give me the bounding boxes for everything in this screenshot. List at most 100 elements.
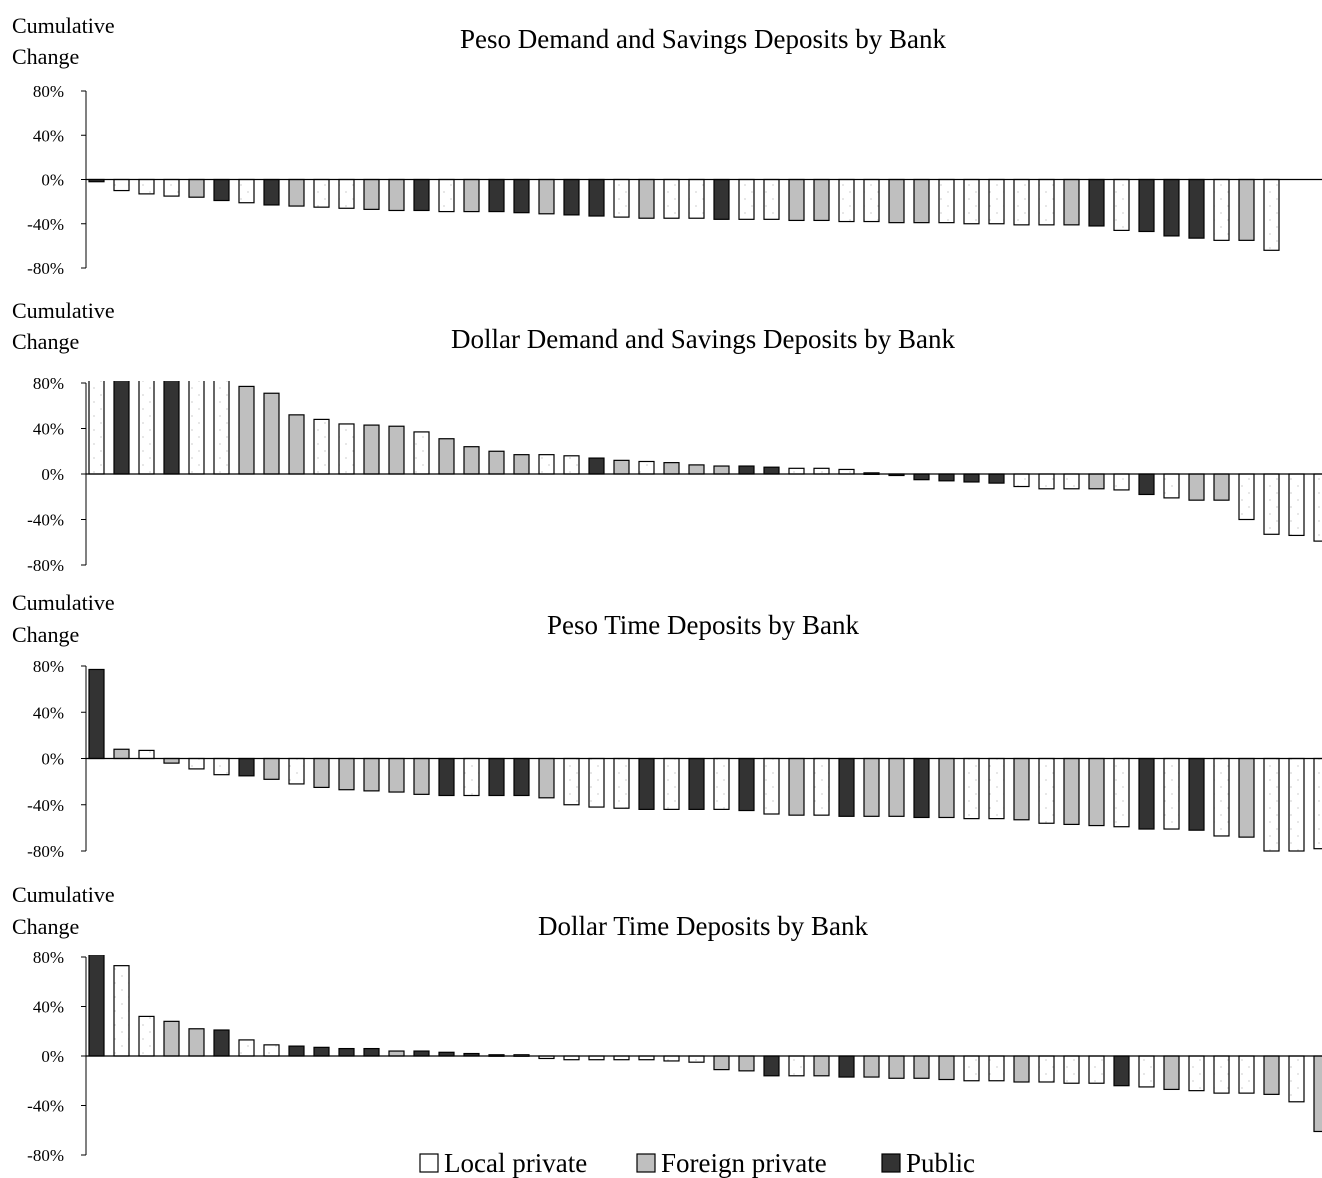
y-tick-label: -40%: [27, 796, 64, 815]
bar-local-private: [538, 454, 555, 475]
bar-public: [338, 1047, 355, 1057]
chart-title: Peso Time Deposits by Bank: [547, 610, 860, 640]
bar-local-private: [213, 381, 230, 475]
y-tick-label: -80%: [27, 1146, 64, 1165]
bar-local-private: [1113, 757, 1130, 828]
bar-foreign-private: [938, 1055, 955, 1081]
bar-local-private: [238, 1039, 255, 1057]
bar-local-private: [138, 1015, 155, 1057]
bar-foreign-private: [1313, 1055, 1322, 1133]
bar-public: [1088, 178, 1105, 227]
bar-foreign-private: [463, 446, 480, 475]
y-axis-label-line2: Change: [12, 329, 79, 354]
y-axis-label-line2: Change: [12, 622, 79, 647]
y-tick-label: 40%: [33, 703, 64, 722]
bar-public: [163, 381, 180, 475]
bar-foreign-private: [388, 757, 405, 793]
bar-foreign-private: [113, 748, 130, 760]
legend-item-foreign-private: Foreign private: [636, 1148, 827, 1178]
y-tick-label: 0%: [41, 750, 64, 769]
bar-foreign-private: [363, 757, 380, 792]
bar-public: [913, 473, 930, 481]
bar-local-private: [1263, 178, 1280, 251]
bars: [88, 381, 1322, 542]
bar-foreign-private: [288, 414, 305, 475]
bars: [88, 178, 1280, 251]
bar-foreign-private: [663, 462, 680, 475]
bar-local-private: [1013, 473, 1030, 488]
bar-local-private: [1063, 1055, 1080, 1084]
bar-local-private: [338, 178, 355, 209]
y-tick-label: 0%: [41, 171, 64, 190]
bar-local-private: [813, 757, 830, 816]
legend: Local private Foreign private Public: [419, 1148, 975, 1178]
bar-foreign-private: [388, 178, 405, 212]
bar-local-private: [963, 1055, 980, 1082]
bar-foreign-private: [338, 757, 355, 791]
legend-item-public: Public: [881, 1148, 975, 1178]
bar-foreign-private: [1213, 473, 1230, 501]
bar-public: [113, 381, 130, 475]
bar-local-private: [1213, 1055, 1230, 1094]
bar-local-private: [213, 757, 230, 776]
y-tick-label: 40%: [33, 420, 64, 439]
bar-local-private: [188, 757, 205, 770]
bar-foreign-private: [413, 757, 430, 795]
bar-public: [1138, 757, 1155, 830]
bar-local-private: [613, 757, 630, 809]
bar-public: [1188, 178, 1205, 239]
bar-local-private: [663, 178, 680, 219]
bar-local-private: [313, 418, 330, 475]
bar-local-private: [138, 381, 155, 475]
y-tick-label: 80%: [33, 82, 64, 101]
legend-label: Local private: [444, 1148, 587, 1178]
chart-title: Peso Demand and Savings Deposits by Bank: [460, 24, 946, 54]
bar-public: [1138, 473, 1155, 496]
bar-public: [588, 457, 605, 475]
bar-foreign-private: [813, 178, 830, 222]
bar-foreign-private: [188, 1028, 205, 1057]
bar-public: [763, 466, 780, 475]
bar-public: [1188, 757, 1205, 831]
y-axis-label-line1: Cumulative: [12, 882, 115, 907]
bar-local-private: [438, 178, 455, 213]
bar-foreign-private: [1013, 757, 1030, 821]
bar-public: [838, 757, 855, 817]
bar-local-private: [1038, 178, 1055, 226]
bar-foreign-private: [388, 1050, 405, 1057]
bar-foreign-private: [163, 757, 180, 764]
bar-public: [838, 1055, 855, 1078]
bar-foreign-private: [788, 757, 805, 816]
bar-public: [563, 178, 580, 216]
bar-local-private: [563, 455, 580, 475]
bar-local-private: [838, 178, 855, 223]
bar-local-private: [688, 1055, 705, 1063]
bar-local-private: [463, 757, 480, 797]
y-axis-label-line1: Cumulative: [12, 13, 115, 38]
bar-local-private: [1088, 1055, 1105, 1084]
y-tick-label: 80%: [33, 374, 64, 393]
y-tick-label: -80%: [27, 842, 64, 861]
bar-foreign-private: [913, 178, 930, 224]
y-axis-label-line1: Cumulative: [12, 590, 115, 615]
bar-local-private: [563, 757, 580, 806]
bar-foreign-private: [613, 459, 630, 475]
bar-foreign-private: [1013, 1055, 1030, 1083]
y-tick-label: 40%: [33, 126, 64, 145]
bar-public: [288, 1045, 305, 1057]
y-axis-label-line2: Change: [12, 914, 79, 939]
bar-local-private: [1213, 178, 1230, 241]
bar-foreign-private: [1163, 1055, 1180, 1091]
bar-local-private: [663, 757, 680, 810]
bar-local-private: [638, 460, 655, 475]
bar-foreign-private: [463, 178, 480, 213]
bar-public: [363, 1047, 380, 1057]
bar-foreign-private: [538, 757, 555, 799]
bar-local-private: [1138, 1055, 1155, 1088]
bar-foreign-private: [1063, 757, 1080, 826]
bar-foreign-private: [163, 1020, 180, 1057]
bar-public: [1113, 1055, 1130, 1087]
bar-foreign-private: [1088, 757, 1105, 827]
y-tick-label: -40%: [27, 1097, 64, 1116]
